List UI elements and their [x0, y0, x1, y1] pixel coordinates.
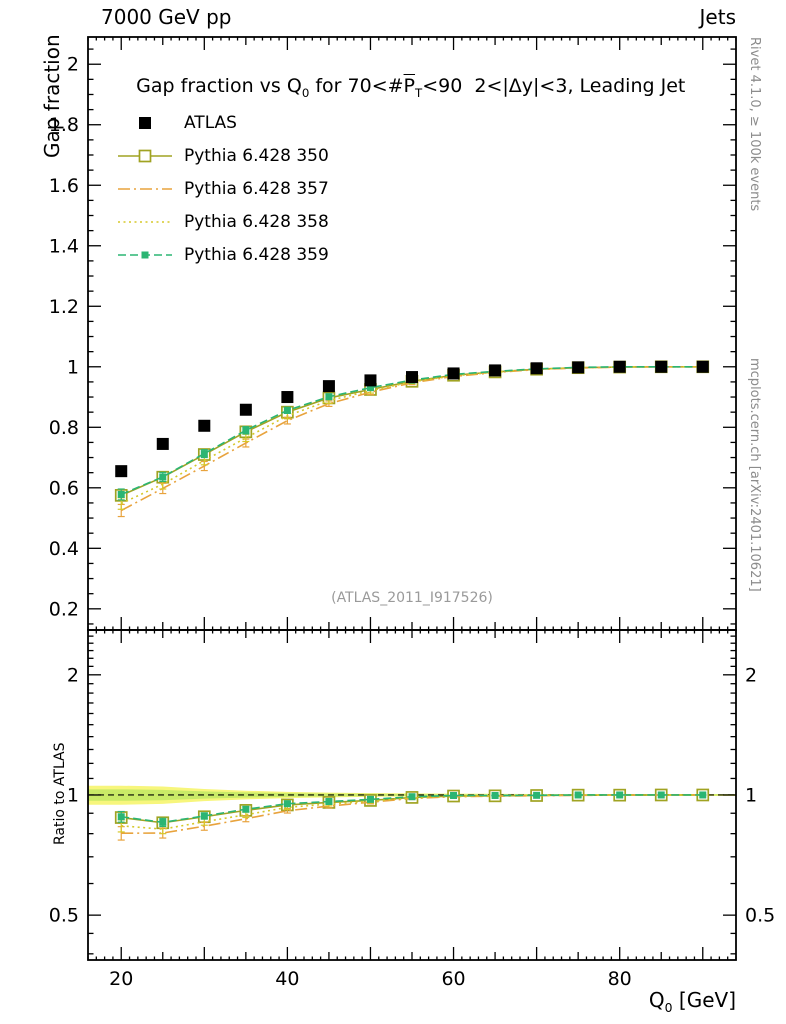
y-axis-title-ratio: Ratio to ATLAS — [52, 742, 68, 845]
legend-item: Pythia 6.428 359 — [116, 238, 329, 271]
x-axis-subscript: 0 — [664, 1000, 673, 1015]
title-part: <90 2<|Δy|<3, Leading Jet — [422, 75, 686, 97]
tick-label: 1.8 — [49, 114, 79, 136]
tick-label: 1 — [67, 784, 79, 806]
tick-label: 1.2 — [49, 296, 79, 318]
title-part: Gap fraction vs Q — [136, 75, 302, 97]
y-axis-title-main: Gap fraction — [40, 34, 64, 158]
legend-marker-line-icon — [118, 220, 172, 223]
legend-label: Pythia 6.428 358 — [184, 211, 329, 232]
x-axis-q: Q — [648, 988, 665, 1012]
legend-marker-filled-square-icon — [139, 116, 151, 129]
plot-title: Gap fraction vs Q0 for 70<#PT<90 2<|Δy|<… — [112, 53, 685, 122]
legend-marker-line-icon — [118, 187, 172, 190]
main-series-atlas — [115, 360, 709, 478]
tick-label: 0.6 — [49, 477, 79, 499]
title-subscript: T — [415, 85, 423, 100]
legend-label: Pythia 6.428 359 — [184, 244, 329, 265]
tick-label: 1.4 — [49, 235, 79, 257]
tick-label: 0.8 — [49, 417, 79, 439]
legend-item: Pythia 6.428 358 — [116, 205, 329, 238]
rivet-version-note: Rivet 4.1.0, ≥ 100k events — [747, 37, 762, 212]
tick-label: 60 — [441, 968, 465, 990]
analysis-id-watermark: (ATLAS_2011_I917526) — [331, 590, 493, 606]
legend-label: ATLAS — [184, 112, 237, 133]
legend-label: Pythia 6.428 350 — [184, 145, 329, 166]
legend: ATLAS Pythia 6.428 350 Pythia 6.428 357 Pyt… — [116, 106, 329, 271]
legend-item: Pythia 6.428 357 — [116, 172, 329, 205]
tick-label: 2 — [67, 54, 79, 76]
tick-label: 2 — [67, 664, 79, 686]
x-axis-title: Q0 [GeV] — [88, 988, 736, 1015]
x-axis-unit: [GeV] — [672, 988, 736, 1012]
tick-labels: 0.2 0.4 0.6 0.8 1 1.2 1.4 1.6 1.8 2 0.5 0.5 1 1 2 2 20 40… — [49, 54, 775, 990]
title-pt-bar: P — [403, 75, 416, 97]
tick-label: 2 — [745, 664, 757, 686]
legend-item: ATLAS — [116, 106, 329, 139]
analysis-type-label: Jets — [699, 5, 736, 29]
legend-marker-open-square-icon — [118, 149, 172, 162]
ratio-series-pythia-6-428-359 — [117, 791, 707, 828]
tick-label: 1.6 — [49, 175, 79, 197]
tick-label: 80 — [608, 968, 632, 990]
mcplots-attribution-note: mcplots.cern.ch [arXiv:2401.10621] — [747, 358, 762, 592]
title-part: for 70<# — [309, 75, 404, 97]
tick-label: 0.2 — [49, 598, 79, 620]
tick-label: 40 — [275, 968, 299, 990]
legend-marker-filled-square-icon — [118, 251, 172, 258]
tick-label: 20 — [109, 968, 133, 990]
title-subscript: 0 — [301, 85, 310, 100]
beam-energy-label: 7000 GeV pp — [101, 5, 232, 29]
tick-label: 1 — [745, 784, 757, 806]
axis-ticks — [87, 37, 737, 960]
main-series-pythia-6-428-357 — [117, 365, 707, 518]
tick-label: 0.4 — [49, 538, 79, 560]
legend-item: Pythia 6.428 350 — [116, 139, 329, 172]
tick-label: 0.5 — [49, 905, 79, 927]
legend-label: Pythia 6.428 357 — [184, 178, 329, 199]
tick-label: 0.5 — [745, 905, 775, 927]
tick-label: 1 — [67, 356, 79, 378]
